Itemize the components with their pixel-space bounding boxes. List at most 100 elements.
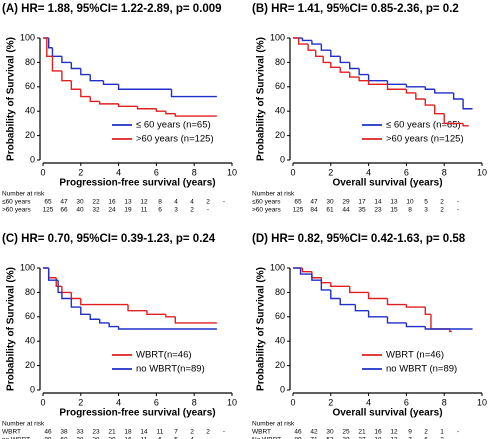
x-tick-label: 2 xyxy=(78,397,83,407)
x-axis-label: Progression-free survival (years) xyxy=(59,178,215,189)
survival-step xyxy=(70,80,81,90)
risk-count: 3 xyxy=(424,207,428,214)
risk-count: 5 xyxy=(174,437,178,439)
x-tick-label: 4 xyxy=(366,167,371,177)
x-tick-label: 8 xyxy=(442,397,447,407)
survival-step xyxy=(98,101,119,105)
y-tick-label: 100 xyxy=(20,32,35,42)
survival-step xyxy=(46,38,53,57)
survival-step xyxy=(311,271,322,279)
y-axis-label: Probability of Survival (%) xyxy=(6,37,17,161)
survival-step xyxy=(434,89,454,94)
survival-step xyxy=(367,310,388,318)
survival-step xyxy=(80,307,91,316)
risk-row-label: ≤60 years xyxy=(2,199,31,206)
y-tick-label: 40 xyxy=(25,336,35,346)
survival-step xyxy=(348,62,360,70)
survival-step xyxy=(102,80,119,86)
x-tick-label: 0 xyxy=(40,167,45,177)
risk-count: 28 xyxy=(92,437,100,439)
survival-step xyxy=(443,113,464,125)
x-tick-label: 6 xyxy=(154,397,159,407)
risk-count: 47 xyxy=(310,199,318,206)
legend-label: ≤ 60 years (n=65) xyxy=(386,120,461,131)
x-tick-label: 10 xyxy=(227,397,237,407)
risk-count: 11 xyxy=(141,207,148,214)
y-tick-label: 20 xyxy=(25,130,35,140)
panel-title: (D) HR= 0.82, 95%CI= 0.42-1.63, p= 0.58 xyxy=(252,233,466,245)
risk-count: 3 xyxy=(174,207,178,214)
risk-count: 60 xyxy=(60,437,68,439)
risk-count: 84 xyxy=(310,207,318,214)
risk-count: 12 xyxy=(390,429,398,436)
risk-count: 14 xyxy=(374,199,382,206)
survival-step xyxy=(320,277,331,284)
legend-label: WBRT(n=46) xyxy=(136,350,192,361)
survival-step xyxy=(155,108,166,112)
risk-row-label: WBRT xyxy=(2,429,21,436)
risk-count: 2 xyxy=(190,429,194,436)
survival-step xyxy=(297,38,309,45)
survival-step xyxy=(127,304,147,312)
risk-count: 9 xyxy=(408,429,412,436)
risk-count: 65 xyxy=(44,199,52,206)
risk-count: 2 xyxy=(440,437,444,439)
survival-step xyxy=(89,96,100,103)
x-tick-label: 0 xyxy=(40,397,45,407)
x-axis-label: Overall survival (years) xyxy=(332,408,442,419)
risk-count: 7 xyxy=(408,437,412,439)
survival-step xyxy=(339,56,350,64)
risk-count: 19 xyxy=(124,207,132,214)
x-tick-label: 10 xyxy=(477,397,487,407)
risk-table-title: Number at risk xyxy=(2,421,45,428)
survival-step xyxy=(165,314,176,318)
x-tick-label: 8 xyxy=(192,397,197,407)
survival-step xyxy=(146,310,166,316)
survival-step xyxy=(354,304,369,312)
risk-count: 53 xyxy=(326,437,334,439)
survival-step xyxy=(386,316,407,324)
x-tick-label: 4 xyxy=(116,397,121,407)
survival-step xyxy=(424,307,431,316)
risk-count: 44 xyxy=(342,207,350,214)
survival-step xyxy=(348,286,369,294)
risk-count: 89 xyxy=(44,437,52,439)
survival-step xyxy=(386,298,407,306)
y-tick-label: 0 xyxy=(280,154,285,164)
x-tick-label: 2 xyxy=(328,397,333,407)
survival-step xyxy=(320,44,331,51)
risk-count: 2 xyxy=(206,429,210,436)
risk-count: 27 xyxy=(358,437,366,439)
survival-step xyxy=(89,74,104,82)
survival-step xyxy=(358,77,369,82)
risk-count: 14 xyxy=(140,429,148,436)
survival-step xyxy=(55,277,62,287)
risk-count: - xyxy=(457,207,459,214)
survival-step xyxy=(174,316,217,324)
x-axis-label: Overall survival (years) xyxy=(332,178,442,189)
risk-count: 40 xyxy=(76,207,84,214)
y-tick-label: 40 xyxy=(275,106,285,116)
survival-step xyxy=(170,89,217,98)
risk-row-label: WBRT xyxy=(252,429,271,436)
survival-step xyxy=(358,68,369,76)
risk-count: 61 xyxy=(326,207,334,214)
y-tick-label: 20 xyxy=(275,130,285,140)
survival-step xyxy=(80,298,129,306)
risk-count: 4 xyxy=(190,437,194,439)
risk-count: 71 xyxy=(310,437,318,439)
y-tick-label: 60 xyxy=(275,81,285,91)
risk-table-title: Number at risk xyxy=(252,191,295,198)
risk-count: 30 xyxy=(76,199,84,206)
panel: (C) HR= 0.70, 95%CI= 0.39-1.23, p= 0.24 P… xyxy=(2,233,237,439)
x-axis-label: Progression-free survival (years) xyxy=(59,408,215,419)
risk-count: 2 xyxy=(440,199,444,206)
risk-count: 16 xyxy=(124,437,132,439)
risk-count: 1 xyxy=(440,429,444,436)
survival-step xyxy=(61,292,72,300)
panel-title: (A) HR= 1.88, 95%CI= 1.22-2.89, p= 0.009 xyxy=(2,3,222,15)
legend-label: >60 years (n=125) xyxy=(136,134,214,145)
y-tick-label: 80 xyxy=(25,57,35,67)
risk-count: 16 xyxy=(108,199,116,206)
